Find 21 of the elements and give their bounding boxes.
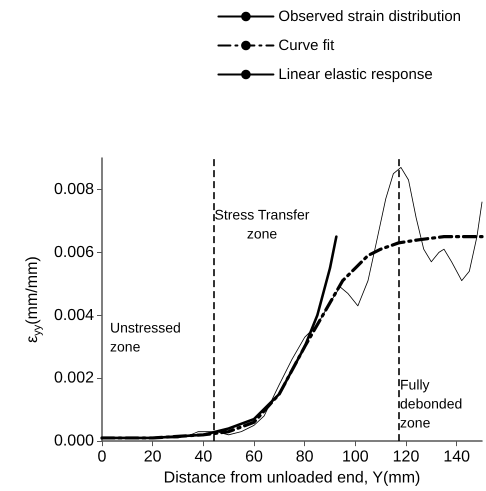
- x-tick-label: 80: [296, 448, 314, 466]
- annotation: Fully debonded zone: [400, 376, 462, 430]
- annotation: Unstressed zone: [110, 320, 181, 354]
- y-tick-label: 0.004: [54, 306, 94, 324]
- legend-label: Curve fit: [278, 37, 336, 54]
- annotation: Stress Transfer zone: [214, 206, 310, 242]
- y-tick-label: 0.006: [54, 244, 94, 261]
- y-tick-label: 0.000: [54, 432, 94, 450]
- y-tick-label: 0.008: [54, 180, 94, 198]
- y-tick-label: 0.002: [54, 370, 94, 387]
- x-axis-title: Distance from unloaded end, Y(mm): [164, 470, 420, 486]
- x-tick-label: 20: [144, 448, 162, 466]
- x-tick-label: 100: [342, 448, 369, 466]
- legend-label: Linear elastic response: [278, 66, 433, 83]
- x-tick-label: 60: [245, 448, 263, 466]
- x-tick-label: 140: [443, 448, 470, 466]
- x-tick-label: 120: [392, 448, 420, 466]
- legend-label: Observed strain distribution: [278, 8, 462, 25]
- x-tick-label: 0: [98, 448, 107, 466]
- y-axis-title: εyy(mm/mm): [24, 256, 44, 343]
- x-tick-label: 40: [194, 448, 212, 466]
